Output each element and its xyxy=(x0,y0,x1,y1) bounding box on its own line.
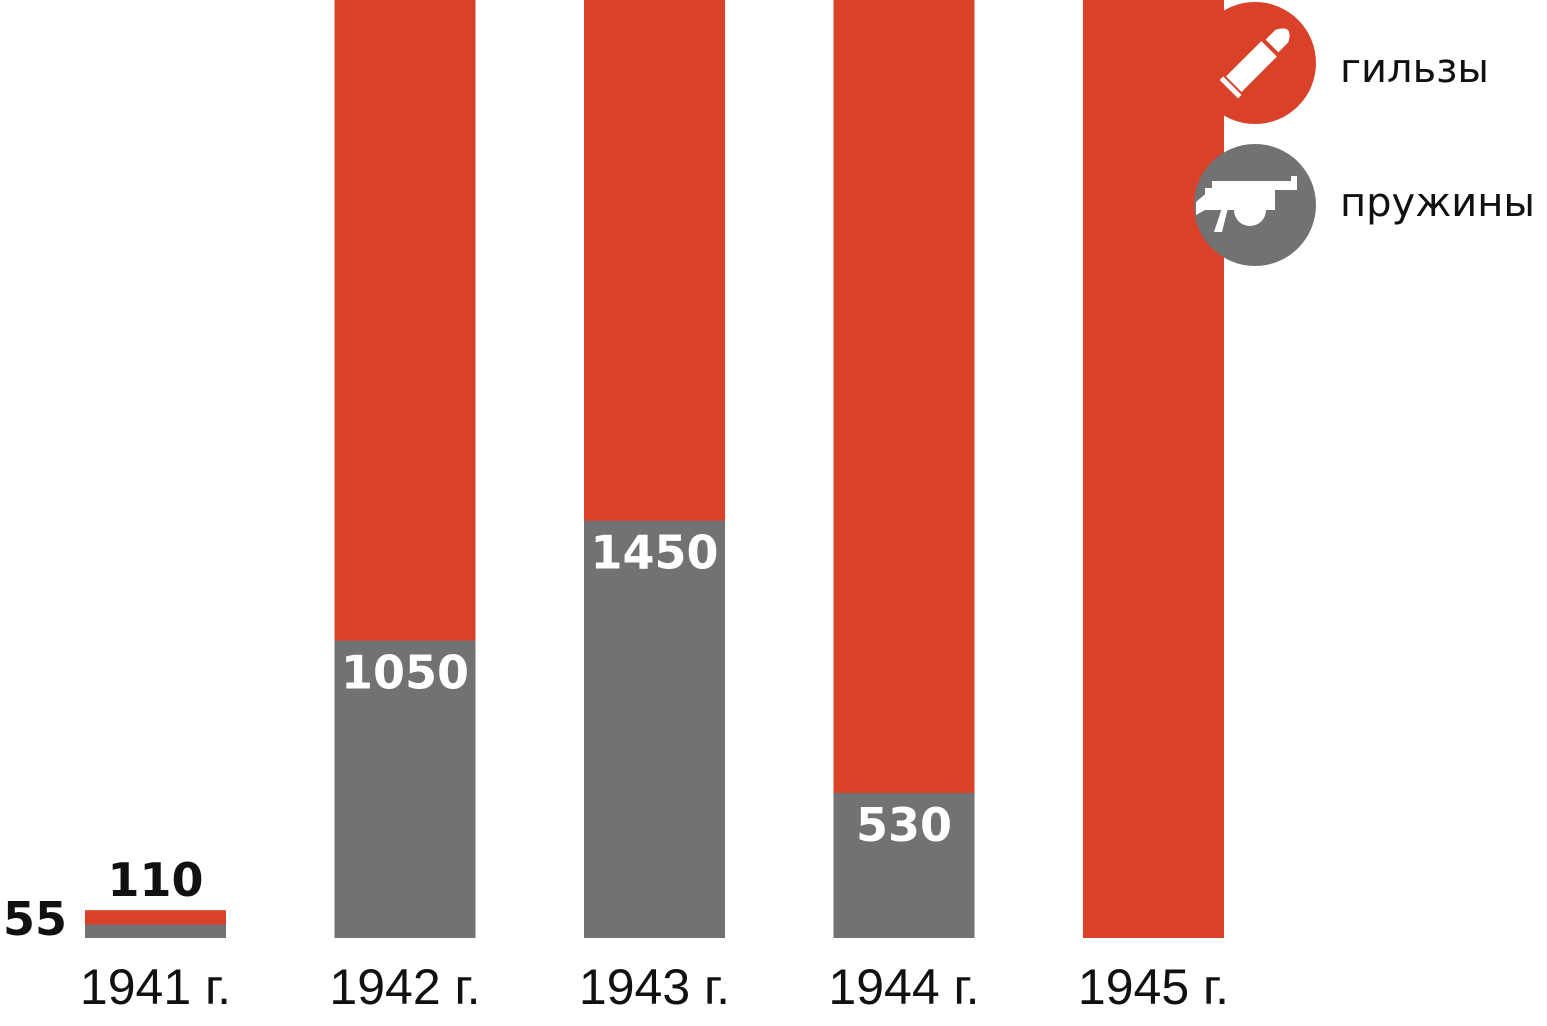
bar-pruzhiny-2 xyxy=(584,520,725,938)
category-label-0: 1941 г. xyxy=(80,959,231,1015)
legend-label-pruzhiny: пружины xyxy=(1340,180,1535,226)
bar-gilzy-3 xyxy=(833,0,975,938)
bars-layer xyxy=(85,0,1224,938)
bar-pruzhiny-1 xyxy=(334,640,476,938)
data-label-pruzhiny-2: 1450 xyxy=(590,526,718,580)
category-label-1: 1942 г. xyxy=(329,959,480,1015)
category-label-4: 1945 г. xyxy=(1078,959,1229,1015)
legend: гильзы пружины xyxy=(1194,2,1535,266)
submachine-gun-icon xyxy=(1196,176,1297,232)
category-label-2: 1943 г. xyxy=(579,959,730,1015)
bar-pruzhiny-0 xyxy=(85,924,226,938)
data-label-pruzhiny-3: 530 xyxy=(856,798,952,852)
data-label-pruzhiny-1: 1050 xyxy=(341,646,469,700)
legend-item-pruzhiny: пружины xyxy=(1194,144,1535,266)
legend-label-gilzy: гильзы xyxy=(1340,46,1489,92)
bar-gilzy-4 xyxy=(1083,0,1224,938)
legend-item-gilzy: гильзы xyxy=(1194,2,1489,124)
bar-pruzhiny-3 xyxy=(833,792,975,938)
category-label-3: 1944 г. xyxy=(828,959,979,1015)
data-label-pruzhiny-0: 55 xyxy=(3,892,67,946)
data-label-gilzy-0: 110 xyxy=(107,853,203,907)
bullet-icon xyxy=(1219,28,1290,99)
